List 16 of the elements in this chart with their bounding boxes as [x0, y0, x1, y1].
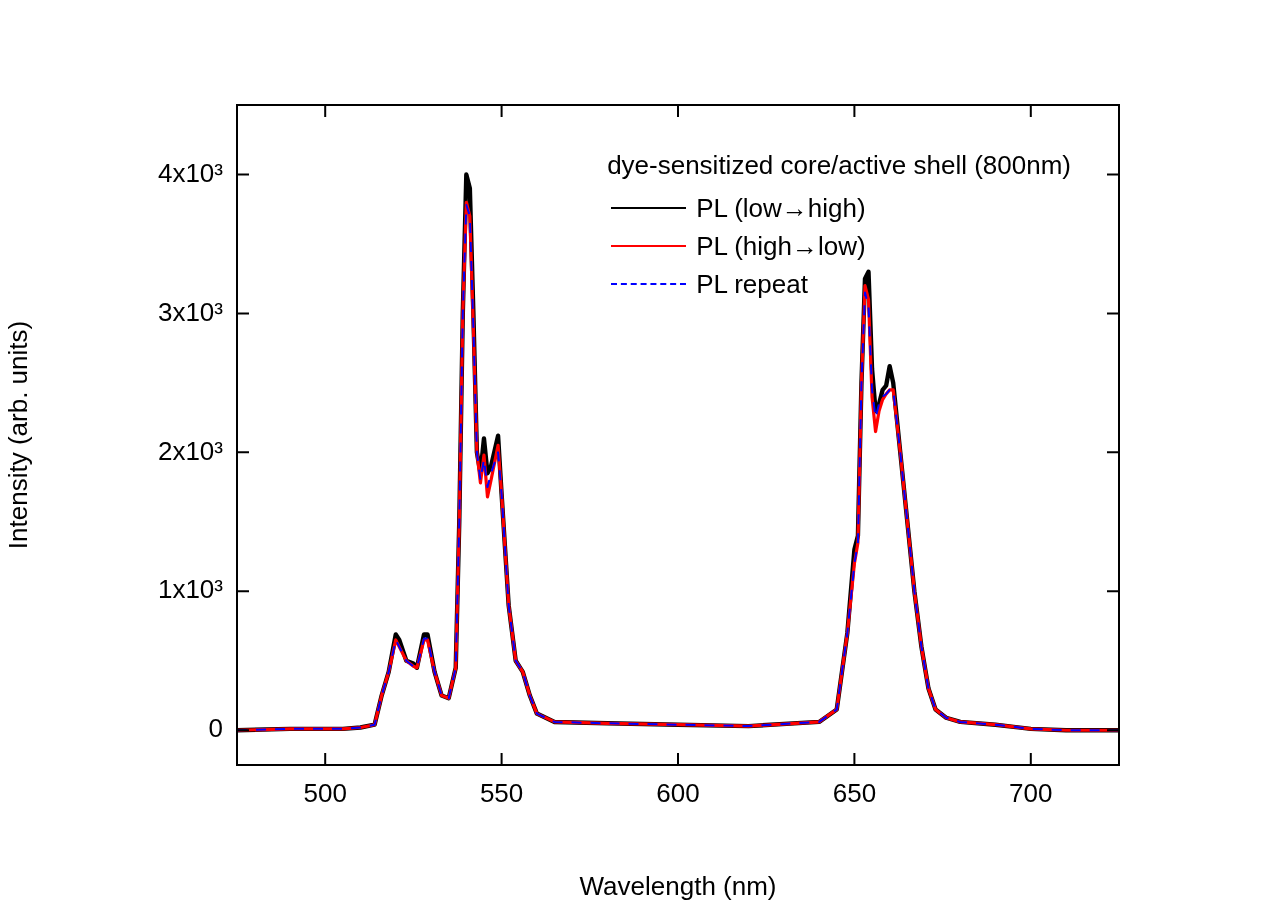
y-tick-label: 3x10³	[157, 296, 224, 327]
x-tick-label: 500	[303, 777, 347, 808]
legend-label: PL repeat	[696, 268, 808, 300]
legend-title: dye-sensitized core/active shell (800nm)	[607, 150, 1071, 181]
x-tick-label: 550	[479, 777, 524, 808]
x-tick-label: 700	[1009, 777, 1053, 808]
y-tick-label: 2x10³	[157, 435, 224, 466]
legend-label: PL (low→high)	[696, 192, 866, 224]
legend-label: PL (high→low)	[696, 230, 866, 262]
x-tick-label: 650	[832, 777, 877, 808]
x-tick-label: 600	[656, 777, 700, 808]
x-axis-title: Wavelength (nm)	[579, 870, 777, 901]
y-tick-label: 1x10³	[157, 574, 224, 605]
y-tick-label: 4x10³	[157, 157, 224, 188]
y-axis-title: Intensity (arb. units)	[2, 320, 33, 550]
y-tick-label: 0	[208, 713, 223, 744]
